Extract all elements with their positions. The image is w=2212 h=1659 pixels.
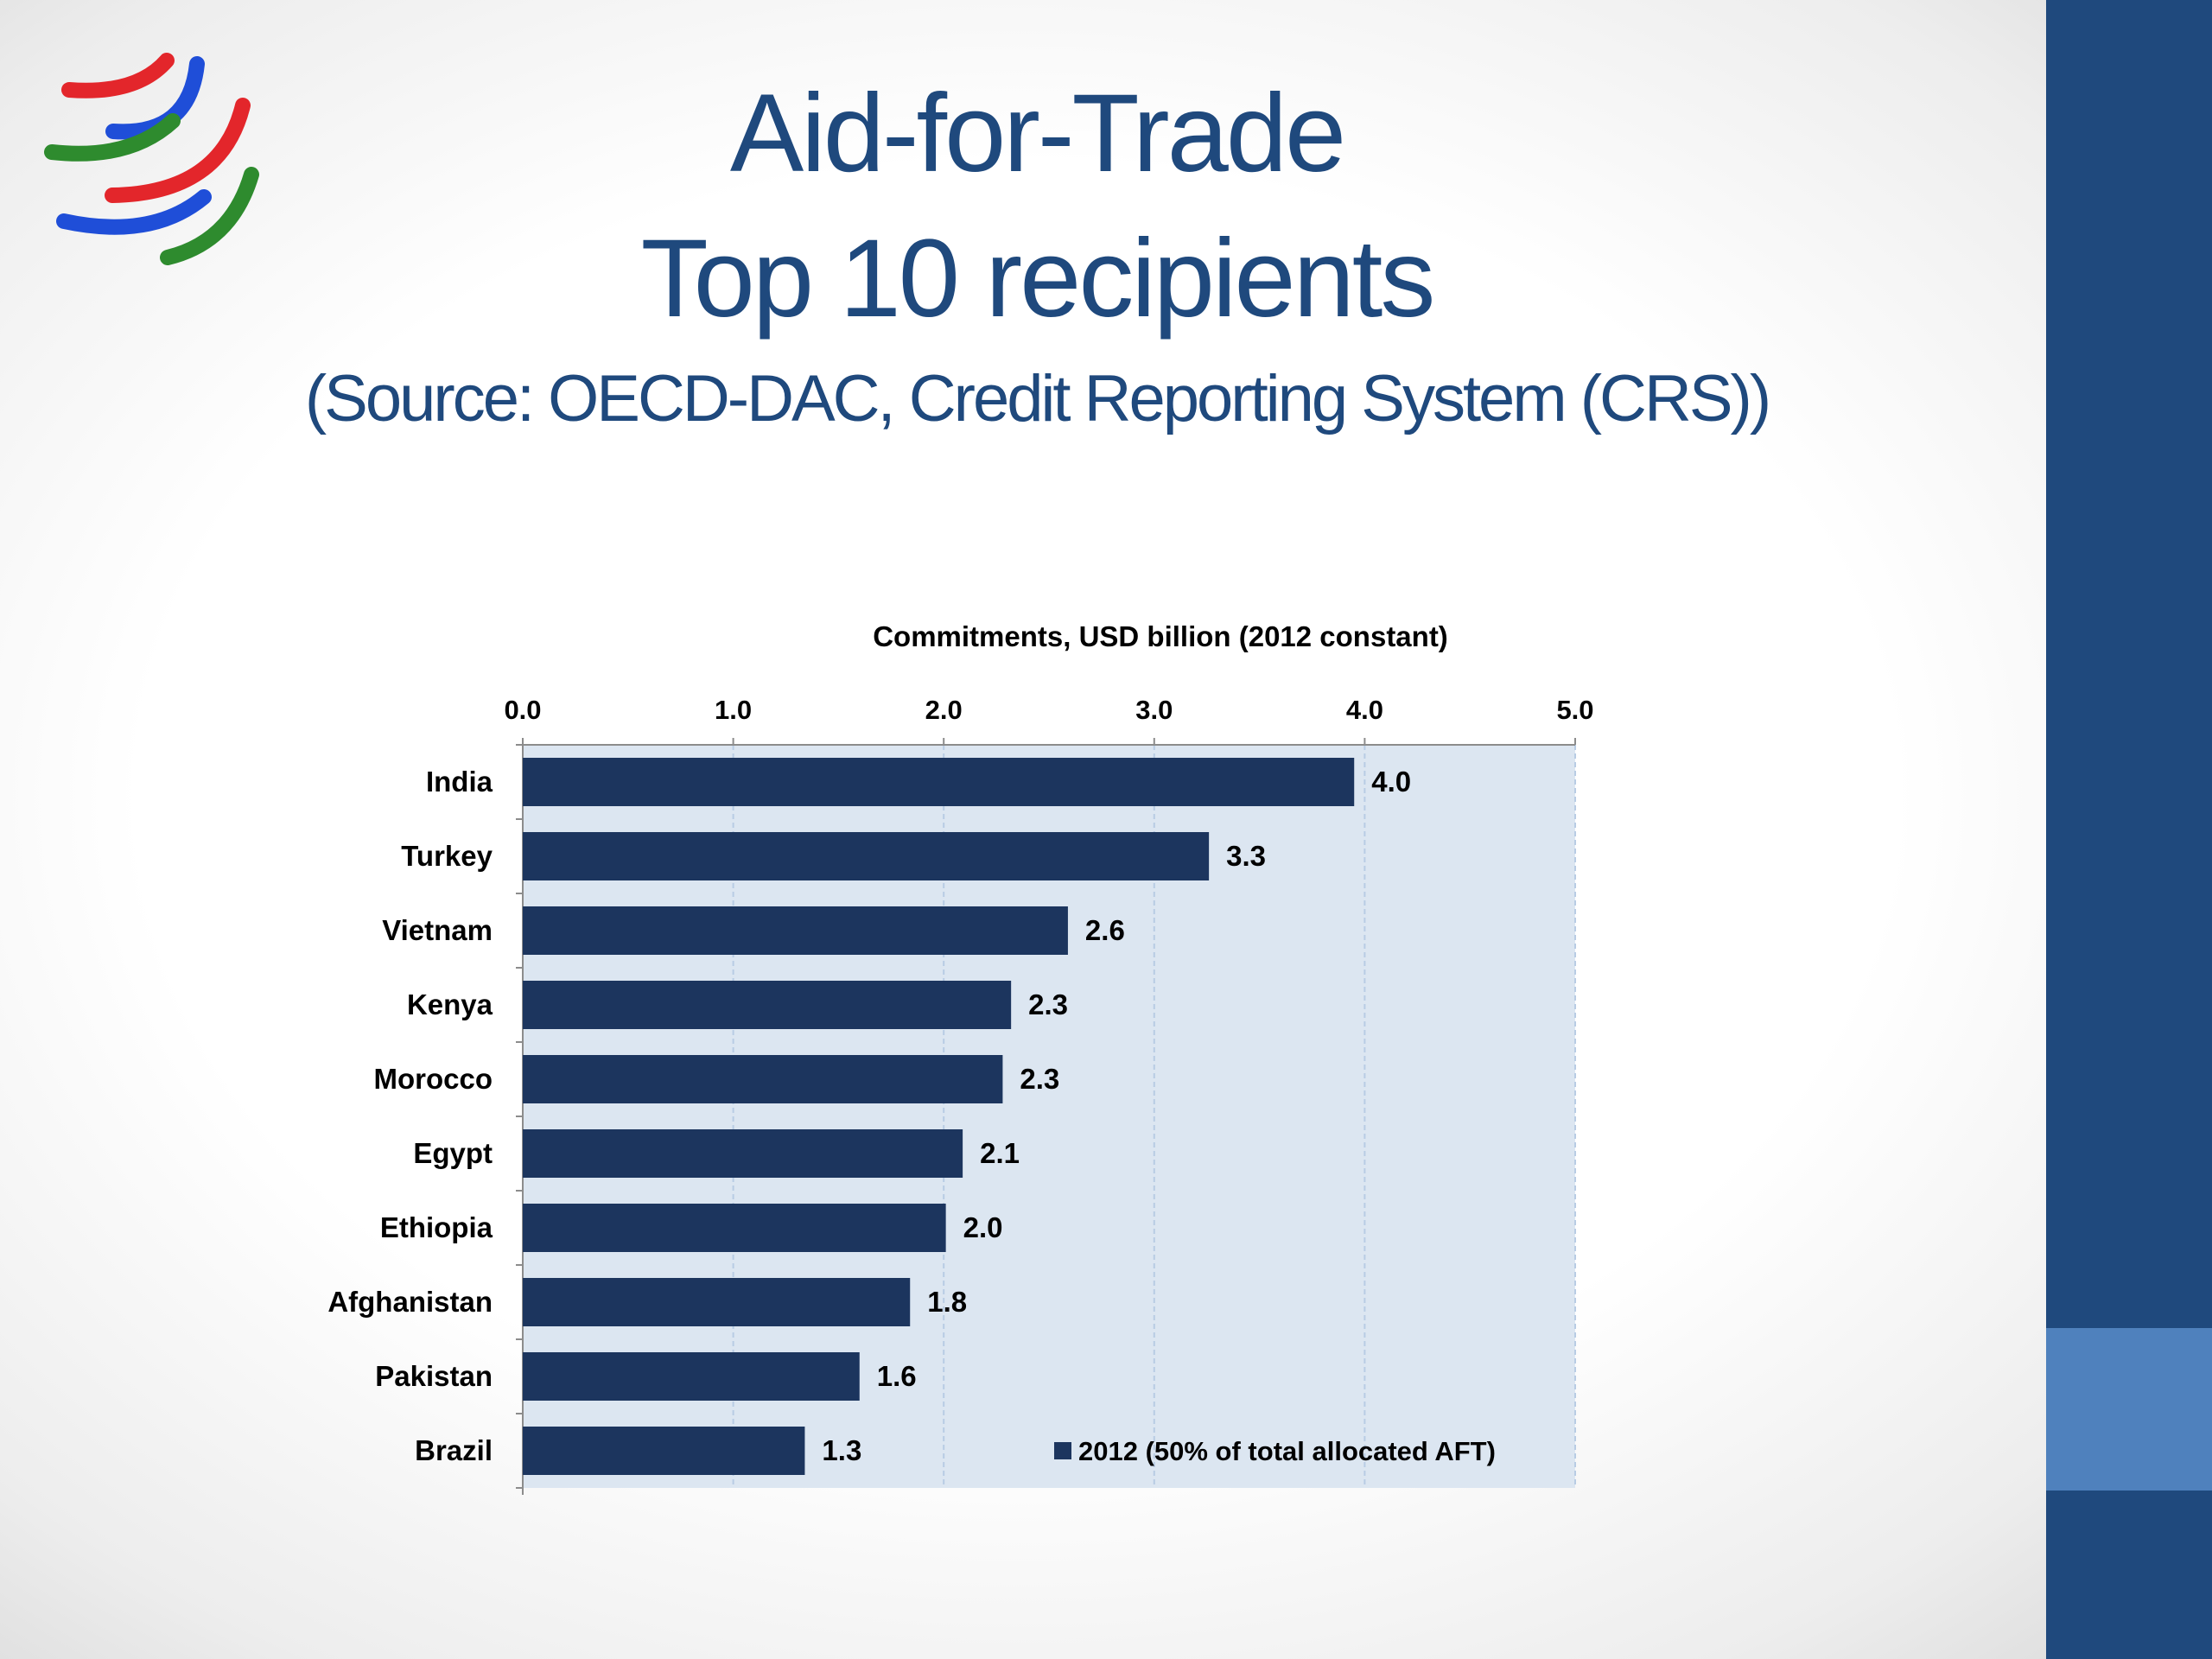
x-axis-title: Commitments, USD billion (2012 constant)	[873, 620, 1448, 652]
data-label: 3.3	[1226, 840, 1266, 872]
logo-arc-green-1	[44, 113, 181, 162]
data-label: 1.3	[822, 1434, 861, 1466]
legend-label: 2012 (50% of total allocated AFT)	[1078, 1436, 1496, 1466]
x-tick-label: 2.0	[925, 695, 963, 725]
category-label: Vietnam	[382, 914, 493, 946]
category-label: Morocco	[373, 1063, 493, 1095]
x-tick-label: 5.0	[1556, 695, 1593, 725]
logo-arc-blue-2	[56, 189, 212, 235]
logo-arc-red-2	[105, 98, 251, 203]
data-label: 1.6	[877, 1360, 917, 1392]
category-label: India	[426, 766, 493, 798]
x-tick-label: 1.0	[715, 695, 752, 725]
data-label: 2.3	[1028, 988, 1068, 1020]
bar	[523, 906, 1068, 955]
side-accent	[2046, 1328, 2212, 1491]
logo-arc-red-1	[61, 53, 175, 99]
x-tick-label: 3.0	[1135, 695, 1173, 725]
logo-arc-green-2	[160, 167, 259, 265]
bar	[523, 832, 1210, 880]
category-label: Afghanistan	[327, 1286, 493, 1318]
title-line-1: Aid-for-Trade	[729, 72, 1346, 195]
data-label: 1.8	[927, 1286, 967, 1318]
data-label: 4.0	[1371, 766, 1411, 798]
title-line-2: Top 10 recipients	[640, 217, 1436, 340]
bar	[523, 758, 1355, 806]
bar	[523, 1427, 805, 1475]
source-line: (Source: OECD-DAC, Credit Reporting Syst…	[304, 362, 1771, 435]
x-tick-label: 0.0	[504, 695, 541, 725]
legend-swatch	[1054, 1442, 1071, 1459]
category-label: Pakistan	[375, 1360, 493, 1392]
category-label: Turkey	[401, 840, 493, 872]
bar	[523, 1055, 1003, 1103]
wto-logo-icon	[44, 53, 259, 265]
bar	[523, 981, 1012, 1029]
bar	[523, 1204, 946, 1252]
data-label: 2.1	[980, 1137, 1020, 1169]
bar	[523, 1129, 963, 1178]
category-label: Egypt	[413, 1137, 493, 1169]
data-label: 2.3	[1020, 1063, 1059, 1095]
category-label: Kenya	[407, 988, 493, 1020]
data-label: 2.0	[963, 1211, 1003, 1243]
data-label: 2.6	[1085, 914, 1125, 946]
category-label: Brazil	[415, 1434, 493, 1466]
category-label: Ethiopia	[380, 1211, 493, 1243]
bar	[523, 1352, 860, 1401]
x-tick-label: 4.0	[1346, 695, 1383, 725]
bar	[523, 1278, 911, 1326]
